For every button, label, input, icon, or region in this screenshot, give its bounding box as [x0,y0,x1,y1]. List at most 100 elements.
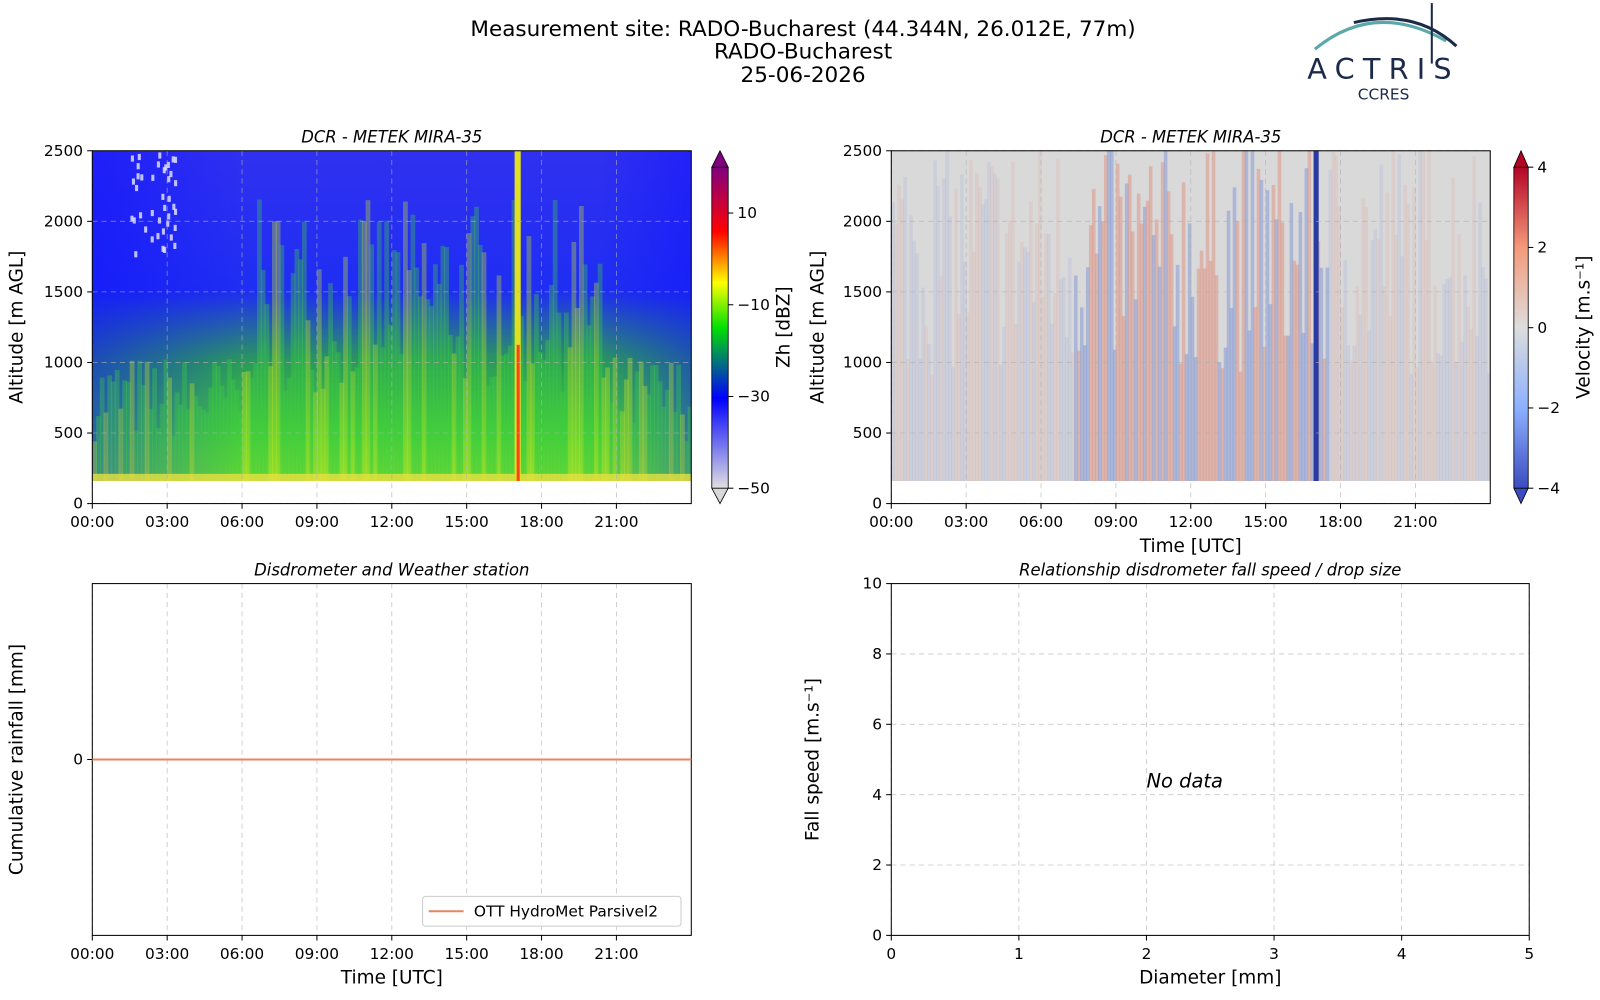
heatmap-streak [137,360,142,482]
heatmap-streak [1145,200,1150,482]
heatmap-streak [1397,154,1402,482]
heatmap-gap [158,152,162,159]
heatmap-streak [122,380,128,482]
heatmap-streak [1424,239,1428,482]
heatmap-streak [1412,187,1416,482]
heatmap-streak [440,245,446,482]
heatmap-streak [957,313,961,482]
heatmap-streak [1058,279,1063,482]
heatmap-streak [1011,161,1015,482]
heatmap-streak [1436,353,1440,482]
heatmap-streak [459,264,464,482]
heatmap-streak [1340,307,1345,482]
heatmap-streak [1379,164,1384,482]
y-tick-label: 500 [54,424,83,442]
x-tick-label: 03:00 [944,513,988,531]
x-tick-label: 12:00 [1169,513,1213,531]
heatmap-streak [418,296,423,482]
heatmap-streak [492,376,498,482]
heatmap-streak [1056,159,1060,482]
x-tick-label: 09:00 [295,513,339,531]
heatmap-streak [283,390,288,482]
y-axis-label: Fall speed [m.s⁻¹] [802,678,823,841]
x-tick-label: 18:00 [519,945,563,963]
x-tick-label: 09:00 [295,945,339,963]
heatmap-gap [173,156,178,163]
colorbar-extend [711,149,729,168]
heatmap-streak [1319,267,1324,482]
x-tick-label: 06:00 [1019,513,1063,531]
logo: ACTRIS CCRES [1307,3,1458,103]
heatmap-streak [530,363,536,482]
heatmap-gap [161,228,165,235]
heatmap-streak [212,362,217,482]
heatmap-streak [511,199,517,482]
heatmap-streak [1265,190,1270,482]
heatmap-streak [924,325,928,482]
heatmap-streak [593,282,599,482]
y-tick-label: 4 [872,786,882,804]
colorbar: 4 2 0 −2 −4 Velocity [m.s⁻¹] [1513,149,1595,505]
heatmap-streak [466,233,472,482]
heatmap-gap [139,212,143,219]
figure-title: Measurement site: RADO-Bucharest (44.344… [470,17,1135,42]
heatmap-streak [999,364,1003,482]
heatmap-streak [425,299,431,482]
heatmap-streak [1283,335,1288,482]
heatmap-streak [1163,150,1168,482]
heatmap-gap [156,233,160,240]
heatmap-streak [537,352,543,482]
heatmap-streak [1053,292,1057,482]
heatmap-streak [1109,150,1114,482]
heatmap-streak [1193,357,1198,482]
heatmap-streak [981,204,985,482]
heatmap-streak [208,387,214,482]
heatmap-gap [171,156,175,163]
heatmap-streak [564,312,569,482]
heatmap-streak [174,392,180,482]
heatmap-streak [298,259,303,482]
heatmap-streak [1262,346,1267,482]
legend-label: OTT HydroMet Parsivel2 [474,902,658,920]
heatmap-streak [447,334,453,482]
x-tick-label: 21:00 [1393,513,1437,531]
colorbar-tick-label: 2 [1537,239,1547,257]
heatmap-texture [891,150,1491,482]
heatmap-streak [1445,279,1449,482]
x-tick-label: 5 [1524,945,1534,963]
heatmap-streak [230,379,236,482]
heatmap-streak [167,377,172,482]
heatmap-streak [305,320,311,482]
heatmap-band [1313,150,1319,482]
heatmap-gap [130,215,134,222]
heatmap-streak [1097,206,1102,482]
heatmap-streak [92,441,98,482]
heatmap-streak [1044,233,1048,482]
y-tick-label: 2500 [44,142,83,160]
heatmap-streak [1463,275,1467,482]
heatmap-streak [921,287,925,482]
heatmap-streak [324,356,330,482]
heatmap-streak [1229,307,1234,482]
heatmap-streak [1271,184,1276,482]
x-axis-label: Time [UTC] [340,968,443,989]
heatmap-streak [268,366,274,482]
heatmap-streak [1451,177,1455,482]
colorbar-tick-label: −2 [1537,399,1560,417]
heatmap-streak [642,385,648,482]
heatmap-gap [132,217,136,224]
heatmap-streak [605,367,610,482]
heatmap-streak [320,388,326,482]
heatmap-streak [1023,247,1027,482]
y-tick-label: 10 [862,575,882,593]
x-axis-label: Diameter [mm] [1139,968,1281,989]
heatmap-streak [376,221,382,482]
heatmap-streak [900,199,904,482]
heatmap-streak [504,353,509,482]
heatmap-streak [361,221,367,482]
heatmap-streak [996,178,1000,482]
y-tick-label: 2500 [843,142,882,160]
heatmap-streak [1133,299,1138,482]
heatmap-streak [549,284,554,482]
heatmap-streak [951,366,955,482]
